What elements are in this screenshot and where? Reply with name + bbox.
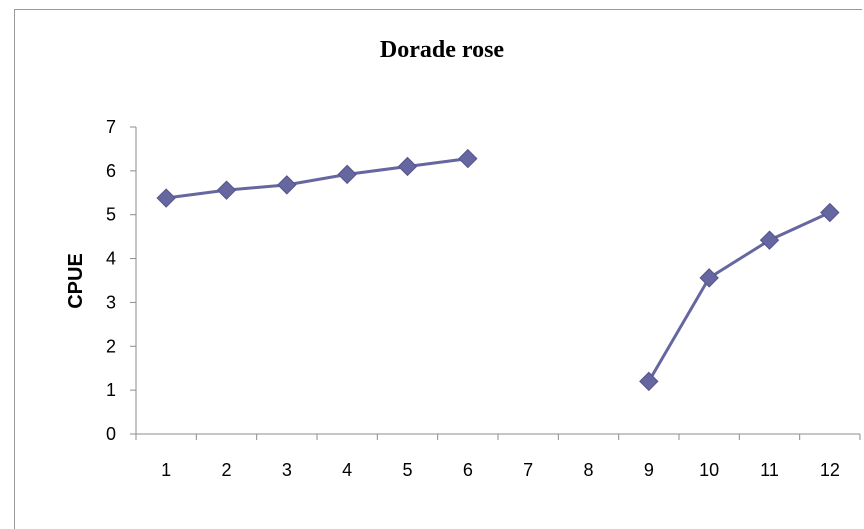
x-tick-label: 5 bbox=[402, 460, 412, 480]
x-tick-label: 1 bbox=[161, 460, 171, 480]
x-tick-label: 3 bbox=[282, 460, 292, 480]
x-tick-label: 6 bbox=[463, 460, 473, 480]
y-tick-label: 6 bbox=[106, 161, 116, 181]
y-tick-labels: 0 1 2 3 4 5 6 7 bbox=[106, 117, 116, 444]
data-point-marker bbox=[639, 371, 659, 392]
data-point-marker bbox=[820, 202, 840, 223]
x-tick-label: 4 bbox=[342, 460, 352, 480]
data-point-marker bbox=[156, 188, 176, 208]
x-tick-label: 12 bbox=[820, 460, 840, 480]
axes bbox=[130, 126, 861, 440]
series-line bbox=[647, 211, 831, 383]
x-tick-label: 2 bbox=[221, 460, 231, 480]
data-point-marker bbox=[216, 180, 237, 200]
data-point-marker bbox=[699, 268, 719, 288]
data-point-marker bbox=[458, 148, 478, 169]
y-axis-label: CPUE bbox=[65, 253, 87, 309]
y-tick-label: 0 bbox=[106, 424, 116, 444]
x-tick-label: 10 bbox=[699, 460, 719, 480]
chart-title: Dorade rose bbox=[380, 37, 505, 63]
series-lines bbox=[165, 157, 831, 383]
data-point-marker bbox=[277, 175, 297, 195]
x-tick-label: 8 bbox=[583, 460, 593, 480]
y-tick-label: 1 bbox=[106, 380, 116, 400]
x-tick-labels: 1 2 3 4 5 6 7 8 9 10 11 12 bbox=[161, 460, 840, 480]
series-markers bbox=[156, 148, 840, 392]
data-point-marker bbox=[759, 230, 780, 250]
y-tick-label: 4 bbox=[106, 249, 116, 269]
x-tick-label: 11 bbox=[760, 460, 779, 480]
data-point-marker bbox=[397, 156, 418, 177]
x-tick-label: 7 bbox=[523, 460, 533, 480]
data-point-marker bbox=[337, 164, 357, 185]
y-tick-label: 3 bbox=[106, 292, 116, 312]
y-tick-label: 5 bbox=[106, 205, 116, 225]
series-line bbox=[165, 157, 469, 200]
y-tick-label: 2 bbox=[106, 336, 116, 356]
x-tick-label: 9 bbox=[644, 460, 654, 480]
y-tick-label: 7 bbox=[106, 117, 116, 137]
